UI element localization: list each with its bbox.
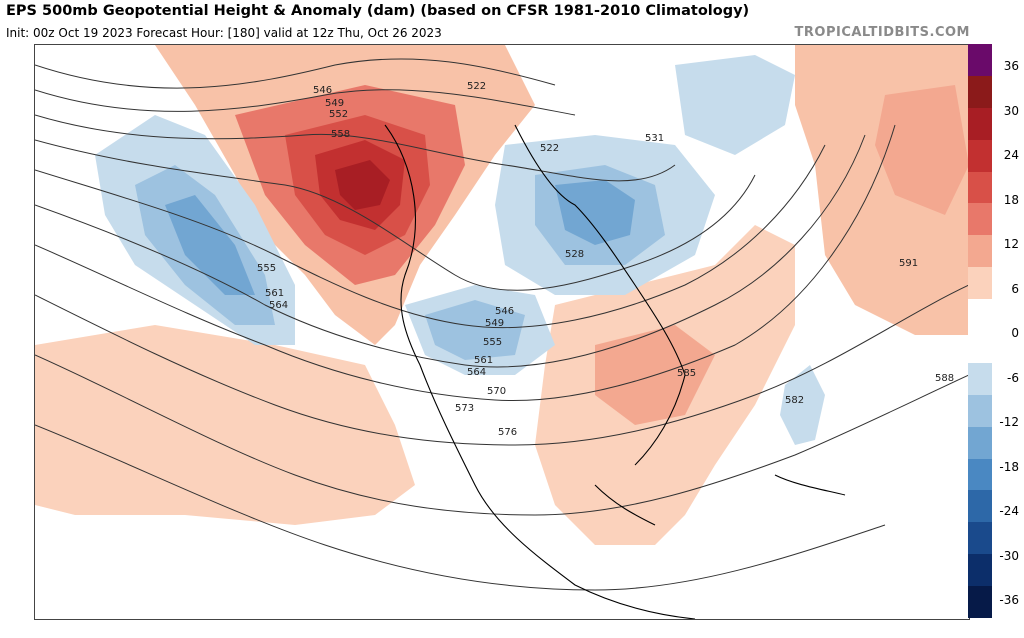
color-scale-tick-label: 6 xyxy=(1011,281,1019,296)
color-scale-segment xyxy=(968,554,992,587)
contour-label: 576 xyxy=(498,427,517,438)
color-scale-segment xyxy=(968,235,992,268)
contour-label: 570 xyxy=(487,386,506,397)
color-scale-tick-label: 24 xyxy=(1003,148,1019,162)
color-scale-segment xyxy=(968,394,992,428)
color-scale-tick-label: -6 xyxy=(1007,370,1019,385)
color-scale-segment xyxy=(968,75,992,109)
contour-label: 573 xyxy=(455,403,474,414)
color-scale-labels: 36 30 24 18 12 6 0 -6 -12 -18 -24 -30 -36 xyxy=(994,44,1024,618)
contour-label: 585 xyxy=(677,368,696,379)
color-scale-tick-label: -12 xyxy=(999,415,1019,429)
color-scale-bar xyxy=(968,44,992,619)
map-title: EPS 500mb Geopotential Height & Anomaly … xyxy=(6,3,750,19)
contour-label: 582 xyxy=(785,395,804,406)
map-subtitle: Init: 00z Oct 19 2023 Forecast Hour: [18… xyxy=(6,26,442,40)
brand-watermark: TROPICALTIDBITS.COM xyxy=(794,25,970,40)
contour-label-layer: 546 549 552 558 522 522 531 528 555 561 … xyxy=(257,81,954,438)
color-scale-segment xyxy=(968,426,992,460)
color-scale-segment xyxy=(968,203,992,236)
contour-label: 531 xyxy=(645,133,664,144)
height-contours xyxy=(35,58,969,591)
color-scale-segment xyxy=(968,586,992,619)
map-panel: 546 549 552 558 522 522 531 528 555 561 … xyxy=(34,44,970,620)
color-scale-segment xyxy=(968,139,992,173)
contour-label: 549 xyxy=(325,98,344,109)
color-scale-segment xyxy=(968,490,992,523)
color-scale-tick-label: 0 xyxy=(1011,326,1019,340)
color-scale-segment xyxy=(968,299,992,332)
color-scale-segment xyxy=(968,458,992,491)
color-scale-segment xyxy=(968,171,992,204)
contour-label: 555 xyxy=(483,337,502,348)
coastline xyxy=(384,124,846,619)
color-scale-segment xyxy=(968,331,992,364)
contour-label: 591 xyxy=(899,258,918,269)
color-scale-tick-label: 36 xyxy=(1003,59,1019,73)
anomaly-map: 546 549 552 558 522 522 531 528 555 561 … xyxy=(35,45,969,619)
contour-label: 555 xyxy=(257,263,276,274)
contour-label: 528 xyxy=(565,249,584,260)
color-scale-tick-label: 18 xyxy=(1003,192,1019,207)
contour-label: 558 xyxy=(331,129,350,140)
color-scale-tick-label: 30 xyxy=(1003,103,1019,118)
color-scale-segment xyxy=(968,107,992,141)
contour-label: 561 xyxy=(265,288,284,299)
contour-label: 522 xyxy=(540,143,559,154)
color-scale-tick-label: -24 xyxy=(999,504,1019,518)
negative-anomaly-fill xyxy=(95,55,825,445)
contour-label: 546 xyxy=(313,85,332,96)
color-scale-segment xyxy=(968,362,992,396)
contour-label: 588 xyxy=(935,373,954,384)
contour-label: 549 xyxy=(485,318,504,329)
positive-anomaly-fill xyxy=(35,45,969,545)
contour-label: 561 xyxy=(474,355,493,366)
contour-label: 522 xyxy=(467,81,486,92)
contour-label: 564 xyxy=(467,367,486,378)
color-scale-segment xyxy=(968,522,992,555)
color-scale-tick-label: -30 xyxy=(999,548,1019,563)
color-scale-segment xyxy=(968,44,992,77)
color-scale-tick-label: -36 xyxy=(999,593,1019,607)
color-scale-tick-label: 12 xyxy=(1003,237,1019,251)
contour-label: 564 xyxy=(269,300,288,311)
contour-label: 552 xyxy=(329,109,348,120)
color-scale-tick-label: -18 xyxy=(999,459,1019,474)
contour-label: 546 xyxy=(495,306,514,317)
color-scale-segment xyxy=(968,267,992,300)
